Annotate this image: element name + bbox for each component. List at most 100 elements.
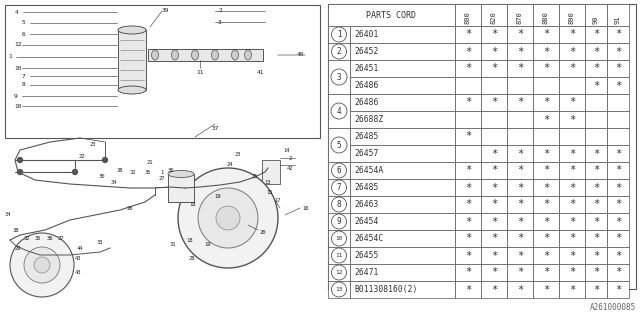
Bar xyxy=(481,60,507,77)
Text: 13: 13 xyxy=(265,180,271,185)
Bar xyxy=(585,60,607,77)
Text: *: * xyxy=(517,98,523,108)
Bar xyxy=(585,94,607,111)
Bar xyxy=(533,264,559,281)
Bar xyxy=(533,94,559,111)
Text: *: * xyxy=(543,63,549,74)
Ellipse shape xyxy=(232,50,239,60)
Bar xyxy=(481,4,507,26)
Text: *: * xyxy=(491,98,497,108)
Bar xyxy=(350,247,455,264)
Text: 800: 800 xyxy=(465,11,471,24)
Text: 26451: 26451 xyxy=(354,64,378,73)
Text: *: * xyxy=(569,182,575,193)
Bar xyxy=(507,43,533,60)
Bar xyxy=(559,213,585,230)
Text: *: * xyxy=(491,234,497,244)
Text: 2: 2 xyxy=(337,47,341,56)
Text: *: * xyxy=(569,284,575,294)
Bar xyxy=(328,264,350,281)
Bar xyxy=(481,94,507,111)
Bar xyxy=(507,213,533,230)
Text: *: * xyxy=(615,46,621,57)
Text: *: * xyxy=(593,268,599,277)
Bar xyxy=(585,26,607,43)
Text: 26454C: 26454C xyxy=(354,234,383,243)
Text: 29: 29 xyxy=(15,245,21,251)
Circle shape xyxy=(216,206,240,230)
Text: 9: 9 xyxy=(337,217,341,226)
Text: 14: 14 xyxy=(284,148,291,153)
Text: *: * xyxy=(615,268,621,277)
Text: 11: 11 xyxy=(335,253,343,258)
Bar xyxy=(607,94,629,111)
Bar xyxy=(585,4,607,26)
Text: 9: 9 xyxy=(14,93,18,99)
Bar xyxy=(455,145,481,162)
Text: *: * xyxy=(543,115,549,124)
Text: *: * xyxy=(543,98,549,108)
Text: *: * xyxy=(465,98,471,108)
Circle shape xyxy=(332,27,346,42)
Text: *: * xyxy=(593,251,599,260)
Text: *: * xyxy=(593,29,599,39)
Text: *: * xyxy=(517,46,523,57)
Text: *: * xyxy=(491,46,497,57)
Text: *: * xyxy=(593,148,599,158)
Bar xyxy=(350,213,455,230)
Text: *: * xyxy=(615,63,621,74)
Bar xyxy=(507,196,533,213)
Bar xyxy=(507,60,533,77)
Bar xyxy=(507,4,533,26)
Bar xyxy=(350,196,455,213)
Text: *: * xyxy=(569,165,575,175)
Bar xyxy=(507,111,533,128)
Bar xyxy=(585,145,607,162)
Text: *: * xyxy=(517,234,523,244)
Text: 26486: 26486 xyxy=(354,81,378,90)
Text: 35: 35 xyxy=(145,171,151,175)
Bar xyxy=(455,111,481,128)
Circle shape xyxy=(332,214,346,229)
Bar xyxy=(455,247,481,264)
Text: *: * xyxy=(593,199,599,210)
Circle shape xyxy=(332,44,346,59)
Bar xyxy=(585,281,607,298)
Bar xyxy=(559,43,585,60)
Text: *: * xyxy=(615,165,621,175)
Text: 34: 34 xyxy=(4,212,12,218)
Bar xyxy=(507,145,533,162)
Text: 33: 33 xyxy=(97,239,103,244)
Text: *: * xyxy=(615,182,621,193)
Text: 10: 10 xyxy=(14,66,22,70)
Text: *: * xyxy=(517,268,523,277)
Text: 28: 28 xyxy=(189,255,195,260)
Bar xyxy=(455,213,481,230)
Text: *: * xyxy=(615,29,621,39)
Bar xyxy=(585,264,607,281)
Bar xyxy=(5,5,320,138)
Text: 8: 8 xyxy=(22,83,26,87)
Text: *: * xyxy=(593,81,599,91)
Bar xyxy=(350,264,455,281)
Text: 26457: 26457 xyxy=(354,149,378,158)
Bar xyxy=(533,43,559,60)
Bar xyxy=(350,179,455,196)
Text: *: * xyxy=(543,234,549,244)
Bar xyxy=(328,213,350,230)
Bar xyxy=(455,77,481,94)
Ellipse shape xyxy=(191,50,198,60)
Bar xyxy=(328,281,350,298)
Bar xyxy=(533,213,559,230)
Text: *: * xyxy=(543,268,549,277)
Bar xyxy=(350,111,455,128)
Bar xyxy=(350,230,455,247)
Text: *: * xyxy=(593,182,599,193)
Bar xyxy=(481,128,507,145)
Bar xyxy=(328,247,350,264)
Bar xyxy=(585,111,607,128)
Text: *: * xyxy=(569,268,575,277)
Text: 13: 13 xyxy=(335,287,343,292)
Text: 27: 27 xyxy=(159,175,165,180)
Bar xyxy=(350,60,455,77)
